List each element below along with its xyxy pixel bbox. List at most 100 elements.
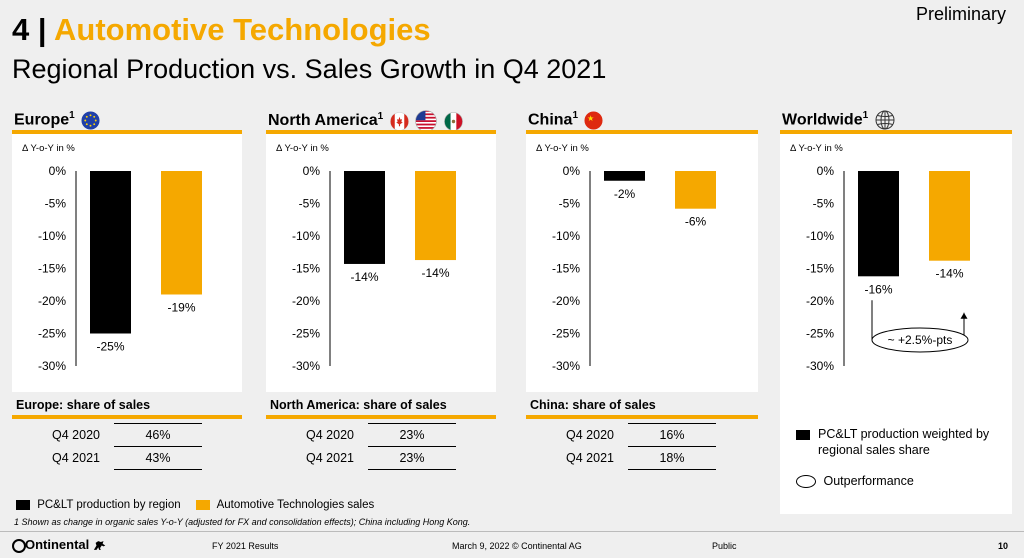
worldwide-legend-production: PC&LT production weighted by regional sa… (796, 426, 996, 458)
y-tick-label: -15% (806, 262, 834, 276)
footer-classification: Public (712, 541, 737, 551)
outperformance-label: ~ +2.5%-pts (888, 333, 953, 347)
page-title: 4 | Automotive Technologies (12, 12, 431, 48)
page-subtitle: Regional Production vs. Sales Growth in … (12, 54, 607, 84)
divider-europe (12, 130, 242, 134)
bar-production (90, 171, 131, 334)
y-tick-label: -10% (292, 229, 320, 243)
preliminary-label: Preliminary (915, 4, 1006, 24)
panel-title-north-america: North America1 (268, 110, 463, 132)
axis-unit-label: Δ Y-o-Y in % (276, 143, 329, 154)
panel-title-china: China1 (528, 110, 603, 130)
table-row: Q4 2020 16% (546, 423, 716, 447)
y-tick-label: 0% (817, 164, 835, 178)
bar-sales (161, 171, 202, 295)
continental-horse-icon (93, 541, 106, 550)
data-label: -6% (685, 215, 707, 229)
data-label: -16% (864, 282, 892, 296)
legend-production: PC&LT production by region (16, 499, 181, 511)
y-tick-label: -15% (38, 262, 66, 276)
legend-swatch-sales (196, 499, 210, 510)
share-title: Europe: share of sales (16, 398, 151, 412)
table-row: Q4 2020 46% (32, 423, 202, 447)
y-tick-label: -20% (38, 294, 66, 308)
logo-c-mark-icon (12, 538, 26, 553)
usa-flag-icon (415, 110, 437, 132)
chart-worldwide: Δ Y-o-Y in % 0% -5% -10% -15% -20% -25% -30% -16… (790, 143, 970, 373)
bar-production (604, 171, 645, 181)
bar-sales (415, 171, 456, 261)
chart-europe: Δ Y-o-Y in % 0% -5% -10% -15% -20% -25% -30% -25… (22, 143, 202, 373)
divider-china (526, 130, 758, 134)
y-tick-label: -5% (299, 197, 321, 211)
arrow-up-icon (960, 312, 968, 319)
share-title: China: share of sales (530, 398, 656, 412)
divider-worldwide (780, 130, 1012, 134)
y-tick-label: -20% (292, 294, 320, 308)
bar-sales (675, 171, 716, 209)
share-section-europe: Europe: share of sales Q4 2020 46% Q4 20… (12, 398, 242, 470)
y-tick-label: -15% (552, 262, 580, 276)
share-section-china: China: share of sales Q4 2020 16% Q4 202… (526, 398, 758, 470)
table-row: Q4 2021 23% (286, 446, 456, 470)
table-row: Q4 2020 23% (286, 423, 456, 447)
data-label: -19% (167, 301, 195, 315)
worldwide-legend-outperformance: Outperformance (796, 474, 914, 489)
share-divider (526, 415, 758, 419)
axis-unit-label: Δ Y-o-Y in % (22, 143, 75, 154)
bar-production (344, 171, 385, 264)
data-label: -25% (96, 340, 124, 354)
y-tick-label: -30% (38, 359, 66, 373)
title-separator: | (37, 12, 47, 47)
data-label: -2% (614, 187, 636, 201)
eu-flag-icon (81, 111, 100, 130)
legend-swatch-production (16, 499, 30, 510)
bar-sales (929, 171, 970, 261)
bar-production (858, 171, 899, 277)
share-table: Q4 2020 16% Q4 2021 18% (546, 423, 716, 470)
legend-sales: Automotive Technologies sales (196, 499, 374, 511)
share-table: Q4 2020 23% Q4 2021 23% (286, 423, 456, 470)
y-tick-label: -15% (292, 262, 320, 276)
share-section-north-america: North America: share of sales Q4 2020 23… (266, 398, 496, 470)
panel-title-europe: Europe1 (14, 110, 100, 130)
section-number: 4 (12, 12, 30, 47)
chart-china: Δ Y-o-Y in % 0% -5% -10% -15% -20% -25% -30% -2%… (536, 143, 716, 373)
y-tick-label: -30% (292, 359, 320, 373)
share-divider (12, 415, 242, 419)
data-label: -14% (350, 270, 378, 284)
y-tick-label: -5% (45, 197, 67, 211)
y-tick-label: -10% (38, 229, 66, 243)
chart-north-america: Δ Y-o-Y in % 0% -5% -10% -15% -20% -25% -30% -14… (276, 143, 456, 373)
y-tick-label: 0% (49, 164, 67, 178)
outperformance-oval (871, 327, 969, 353)
footer-page-number: 10 (998, 541, 1009, 551)
footer-report: FY 2021 Results (212, 541, 279, 551)
y-tick-label: -25% (552, 327, 580, 341)
share-divider (266, 415, 496, 419)
y-tick-label: -5% (813, 197, 835, 211)
table-row: Q4 2021 18% (546, 446, 716, 470)
data-label: -14% (935, 267, 963, 281)
y-tick-label: 0% (563, 164, 581, 178)
footer-date: March 9, 2022 © Continental AG (452, 541, 582, 551)
axis-unit-label: Δ Y-o-Y in % (536, 143, 589, 154)
canada-flag-icon (389, 111, 409, 131)
continental-logo: Ontinental (12, 537, 107, 553)
footer-divider (0, 531, 1024, 532)
china-flag-icon (584, 111, 603, 130)
y-tick-label: 0% (303, 164, 321, 178)
y-tick-label: -5% (559, 197, 581, 211)
axis-unit-label: Δ Y-o-Y in % (790, 143, 843, 154)
title-text: Automotive Technologies (54, 12, 431, 47)
data-label: -14% (421, 266, 449, 280)
share-title: North America: share of sales (270, 398, 447, 412)
panel-title-worldwide: Worldwide1 (782, 110, 895, 130)
divider-north-america (266, 130, 496, 134)
y-tick-label: -30% (552, 359, 580, 373)
table-row: Q4 2021 43% (32, 446, 202, 470)
legend-swatch-production (796, 430, 810, 440)
y-tick-label: -30% (806, 359, 834, 373)
y-tick-label: -20% (806, 294, 834, 308)
y-tick-label: -25% (806, 327, 834, 341)
